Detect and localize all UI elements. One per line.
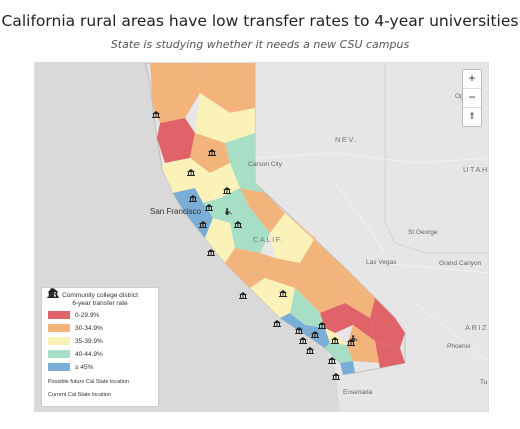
college-districts (150, 63, 405, 375)
legend-label: 0-29.9% (75, 311, 100, 319)
district-region[interactable] (375, 341, 405, 368)
legend-swatch (48, 363, 70, 371)
district-region[interactable] (295, 238, 345, 313)
legend-swatch (48, 337, 70, 345)
legend-title: Community college district (62, 292, 138, 299)
district-region[interactable] (303, 325, 330, 348)
legend-item-current: Current Cal State location (47, 288, 152, 401)
legend-item: 35-39.9% (48, 335, 152, 347)
district-region[interactable] (250, 278, 295, 318)
legend-future-label: Possible future Cal State location (48, 379, 130, 385)
university-building-icon[interactable] (347, 339, 355, 346)
university-building-icon[interactable] (279, 290, 287, 297)
legend-swatch (48, 324, 70, 332)
district-region[interactable] (347, 325, 380, 363)
district-region[interactable] (230, 208, 270, 253)
legend-item: 30-34.9% (48, 322, 152, 334)
university-building-icon[interactable] (295, 327, 303, 334)
university-building-icon[interactable] (152, 111, 160, 118)
university-building-icon[interactable] (318, 322, 326, 329)
district-region[interactable] (150, 63, 200, 123)
legend-swatch (48, 311, 70, 319)
ogden-label: Ogd (455, 93, 467, 100)
university-building-icon[interactable] (223, 187, 231, 194)
legend-label: 30-34.9% (75, 324, 103, 332)
district-region[interactable] (185, 203, 213, 238)
university-building-icon[interactable] (332, 373, 340, 380)
district-region[interactable] (203, 188, 250, 223)
university-building-icon[interactable] (311, 331, 319, 338)
district-region[interactable] (345, 303, 375, 341)
district-region[interactable] (162, 158, 210, 193)
university-building-icon[interactable] (299, 337, 307, 344)
university-building-icon[interactable] (207, 249, 215, 256)
legend-item: ≥ 45% (48, 361, 152, 373)
map-title: California rural areas have low transfer… (1, 12, 519, 30)
california-label: CALIF. (253, 235, 285, 244)
district-region[interactable] (290, 288, 325, 328)
map-canvas[interactable]: NEV. UTAH CALIF. ARIZ. Carson City San F… (34, 62, 489, 412)
university-building-icon[interactable] (199, 221, 207, 228)
utah-border (384, 63, 488, 254)
university-building-icon[interactable] (205, 204, 213, 211)
legend-item: 0-29.9% (48, 309, 152, 321)
legend-current-label: Current Cal State location (48, 392, 111, 398)
district-region[interactable] (225, 248, 265, 288)
university-building-icon[interactable] (239, 292, 247, 299)
university-building-icon (47, 288, 59, 298)
district-region[interactable] (157, 118, 195, 163)
district-region[interactable] (195, 63, 255, 113)
legend-swatch (48, 350, 70, 358)
phoenix-label: Phoenix (447, 343, 471, 350)
grand-canyon-label: Grand Canyon (439, 260, 482, 267)
construction-worker-icon[interactable] (350, 335, 358, 342)
university-building-icon[interactable] (234, 221, 242, 228)
university-building-icon[interactable] (331, 337, 339, 344)
legend-item: 40-44.9% (48, 348, 152, 360)
university-building-icon[interactable] (189, 195, 197, 202)
university-building-icon[interactable] (187, 169, 195, 176)
ensenada-label: Ensenada (343, 389, 373, 396)
map-subtitle: State is studying whether it needs a new… (110, 38, 410, 51)
university-building-icon[interactable] (273, 320, 281, 327)
district-region[interactable] (260, 253, 300, 288)
construction-worker-icon[interactable] (224, 208, 232, 215)
compass-icon[interactable]: ⇑ (468, 111, 476, 121)
st-george-label: St George (408, 229, 438, 236)
district-region[interactable] (173, 188, 203, 213)
roads (254, 152, 488, 362)
university-building-icon[interactable] (208, 149, 216, 156)
district-region[interactable] (270, 213, 315, 263)
legend-label: ≥ 45% (75, 363, 94, 371)
zoom-controls: + − ⇑ (462, 69, 482, 127)
district-region[interactable] (320, 303, 353, 333)
district-region[interactable] (205, 218, 235, 263)
university-building-icon[interactable] (306, 347, 314, 354)
university-building-icon[interactable] (328, 357, 336, 364)
district-region[interactable] (195, 93, 255, 143)
district-region[interactable] (240, 188, 285, 233)
legend-label: 40-44.9% (75, 350, 103, 358)
district-region[interactable] (335, 268, 375, 318)
legend-item-future: Possible future Cal State location (48, 288, 152, 388)
map-legend: Community college district 6-year transf… (41, 287, 159, 407)
arizona-label: ARIZ. (465, 323, 489, 332)
minus-icon[interactable]: − (463, 89, 481, 108)
district-region[interactable] (370, 298, 405, 348)
district-region[interactable] (340, 361, 355, 375)
district-region[interactable] (285, 213, 345, 283)
district-region[interactable] (225, 133, 265, 193)
carson-city-label: Carson City (248, 161, 282, 168)
tucson-label: Tu (480, 379, 488, 386)
san-francisco-label: San Francisco (150, 207, 202, 216)
las-vegas-label: Las Vegas (366, 259, 397, 266)
legend-label: 35-39.9% (75, 337, 103, 345)
district-region[interactable] (325, 328, 347, 345)
nevada-label: NEV. (335, 135, 358, 144)
plus-icon[interactable]: + (463, 70, 481, 89)
legend-subtitle: 6-year transfer rate (72, 300, 128, 307)
district-region[interactable] (325, 343, 353, 363)
utah-label: UTAH (463, 165, 489, 174)
